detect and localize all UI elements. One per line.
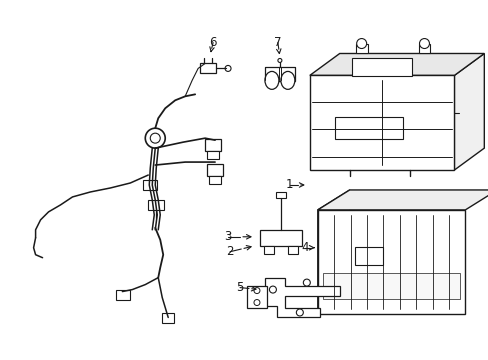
Bar xyxy=(148,200,164,210)
Circle shape xyxy=(296,309,303,316)
Bar xyxy=(334,117,402,139)
Polygon shape xyxy=(317,190,349,315)
Text: 7: 7 xyxy=(274,36,281,49)
Circle shape xyxy=(150,133,160,143)
Polygon shape xyxy=(453,54,483,170)
Bar xyxy=(264,246,273,254)
Text: 4: 4 xyxy=(301,241,308,254)
Bar xyxy=(200,63,216,73)
Bar xyxy=(116,289,130,300)
Bar xyxy=(322,273,459,299)
Circle shape xyxy=(269,286,276,293)
Circle shape xyxy=(253,288,260,293)
Circle shape xyxy=(253,300,260,306)
Text: 2: 2 xyxy=(226,245,233,258)
Bar xyxy=(143,180,157,190)
Text: 1: 1 xyxy=(285,179,293,192)
Bar xyxy=(309,75,453,170)
Text: 6: 6 xyxy=(209,36,216,49)
Polygon shape xyxy=(309,54,483,75)
Circle shape xyxy=(303,279,310,286)
Circle shape xyxy=(277,58,281,62)
Bar xyxy=(204,139,221,151)
Circle shape xyxy=(356,39,366,49)
Text: 5: 5 xyxy=(236,281,243,294)
Bar xyxy=(264,67,294,81)
Text: 3: 3 xyxy=(224,230,231,243)
Circle shape xyxy=(419,39,428,49)
Bar xyxy=(287,246,297,254)
Bar xyxy=(207,164,223,176)
Bar xyxy=(246,285,266,307)
Ellipse shape xyxy=(264,71,278,89)
Bar xyxy=(354,247,382,265)
Polygon shape xyxy=(264,278,339,318)
Circle shape xyxy=(145,128,165,148)
Bar xyxy=(275,192,285,198)
Bar xyxy=(317,210,465,315)
Bar xyxy=(209,176,221,184)
Bar xyxy=(162,314,174,323)
Bar xyxy=(260,230,301,246)
Bar xyxy=(207,151,219,159)
Bar xyxy=(355,44,367,54)
Bar xyxy=(351,58,411,76)
Bar xyxy=(418,44,429,54)
Polygon shape xyxy=(317,190,488,210)
Ellipse shape xyxy=(280,71,294,89)
Circle shape xyxy=(224,66,230,71)
